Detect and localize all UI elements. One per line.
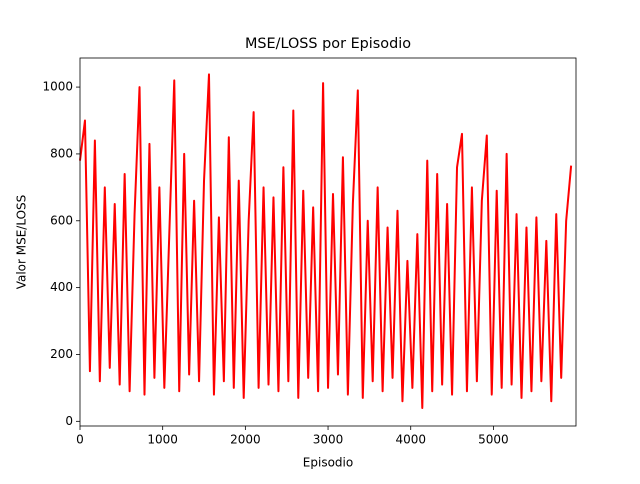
x-tick-label: 1000 [147, 433, 178, 447]
x-tick-label: 0 [76, 433, 84, 447]
x-tick-label: 3000 [313, 433, 344, 447]
y-tick-label: 600 [50, 213, 73, 227]
y-tick-label: 800 [50, 146, 73, 160]
x-axis-label: Episodio [303, 456, 353, 470]
y-tick-label: 400 [50, 280, 73, 294]
x-tick-label: 4000 [395, 433, 426, 447]
data-line [79, 73, 573, 409]
y-tick-label: 200 [50, 347, 73, 361]
y-tick-label: 0 [65, 414, 73, 428]
x-tick-label: 2000 [230, 433, 261, 447]
chart-title: MSE/LOSS por Episodio [245, 36, 411, 52]
y-tick-label: 1000 [42, 80, 73, 94]
y-axis-label: Valor MSE/LOSS [15, 195, 29, 290]
x-tick-label: 5000 [478, 433, 509, 447]
